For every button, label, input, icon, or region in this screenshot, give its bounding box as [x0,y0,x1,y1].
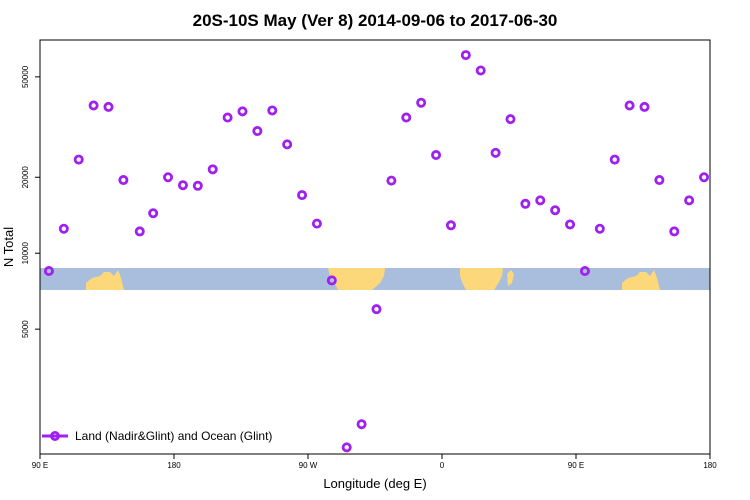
data-point [134,226,145,237]
data-point [594,223,605,234]
series-points [43,50,710,453]
data-point [58,223,69,234]
data-point [297,190,308,201]
data-point [222,112,233,123]
x-tick-label: 90 E [568,461,584,470]
data-point [371,304,382,315]
map-band [40,268,710,290]
data-point [609,154,620,165]
x-tick-label: 180 [703,461,717,470]
x-tick-label: 0 [440,461,445,470]
data-point [639,101,650,112]
data-point [192,180,203,191]
x-tick-label: 90 W [299,461,318,470]
x-tick-label: 90 E [32,461,48,470]
data-point [654,175,665,186]
data-point [326,275,337,286]
land-south-america [328,268,385,290]
x-axis-ticks: 90 E 180 90 W 0 90 E 180 [32,454,717,470]
data-point [341,442,352,453]
data-point [550,205,561,216]
data-point [520,198,531,209]
data-point [163,172,174,183]
data-point [267,105,278,116]
land-australia-west [86,270,124,290]
legend: Land (Nadir&Glint) and Ocean (Glint) [42,429,272,443]
x-axis-label: Longitude (deg E) [323,476,426,491]
data-point [103,101,114,112]
data-point [475,65,486,76]
data-point [73,154,84,165]
data-point [565,219,576,230]
x-tick-label: 180 [167,461,181,470]
y-tick-label: 20000 [21,166,30,189]
data-point [684,195,695,206]
data-point [431,150,442,161]
data-point [252,126,263,137]
data-point [401,112,412,123]
data-point [386,175,397,186]
data-point [535,195,546,206]
y-tick-label: 50000 [21,65,30,88]
data-point [88,100,99,111]
data-point [490,147,501,158]
data-point [177,180,188,191]
legend-marker [50,430,61,441]
land-australia-east [622,270,660,290]
y-tick-label: 5000 [21,320,30,338]
data-point [460,50,471,61]
data-point [282,139,293,150]
data-point [118,175,129,186]
data-point [579,266,590,277]
data-point [699,172,710,183]
data-point [416,97,427,108]
y-axis-ticks: 5000 10000 20000 50000 [21,65,40,338]
data-point [624,100,635,111]
legend-label: Land (Nadir&Glint) and Ocean (Glint) [75,429,272,443]
data-point [445,220,456,231]
land-africa [460,268,503,290]
y-tick-label: 10000 [21,242,30,265]
plot-frame [39,39,711,455]
chart-title: 20S-10S May (Ver 8) 2014-09-06 to 2017-0… [193,11,558,30]
y-axis-label: N Total [1,227,16,267]
data-point [148,208,159,219]
data-point [207,164,218,175]
land-madagascar [507,270,514,286]
data-point [311,218,322,229]
data-point [237,106,248,117]
data-point [505,114,516,125]
data-point [43,266,54,277]
data-point [669,226,680,237]
data-point [356,419,367,430]
